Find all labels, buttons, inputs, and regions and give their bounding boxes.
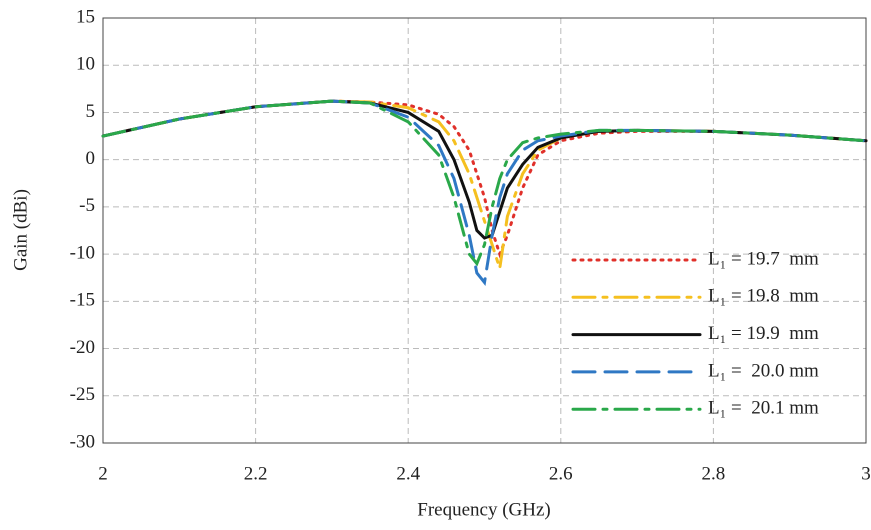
y-tick-label: -30: [70, 431, 95, 452]
y-tick-label: 15: [76, 6, 95, 27]
series-line: [101, 99, 868, 259]
legend-label: L₁ = 19.8 mm: [708, 286, 819, 307]
y-tick-label: 5: [86, 101, 96, 122]
y-tick-label: 0: [86, 148, 96, 169]
y-tick-label: -20: [70, 337, 95, 358]
x-tick-label: 2.4: [396, 463, 420, 484]
y-tick-label: -10: [70, 242, 95, 263]
y-axis-label: Gain (dBi): [10, 189, 31, 271]
y-tick-label: 10: [76, 54, 95, 75]
plot-frame: [102, 17, 867, 444]
x-tick-label: 2.2: [244, 463, 268, 484]
legend-label: L₁ = 19.7 mm: [708, 248, 819, 269]
y-tick-label: -15: [70, 290, 95, 311]
y-tick-label: -5: [79, 195, 95, 216]
legend-label: L₁ = 19.9 mm: [708, 323, 819, 344]
legend-label: L₁ = 20.0 mm: [708, 360, 819, 381]
x-axis-label: Frequency (GHz): [417, 499, 550, 520]
x-tick-label: 3: [861, 463, 871, 484]
legend-label: L₁ = 20.1 mm: [708, 398, 819, 419]
series-line: [101, 99, 868, 267]
x-tick-label: 2.6: [549, 463, 573, 484]
x-tick-label: 2: [98, 463, 108, 484]
y-tick-label: -25: [70, 384, 95, 405]
x-tick-label: 2.8: [702, 463, 726, 484]
